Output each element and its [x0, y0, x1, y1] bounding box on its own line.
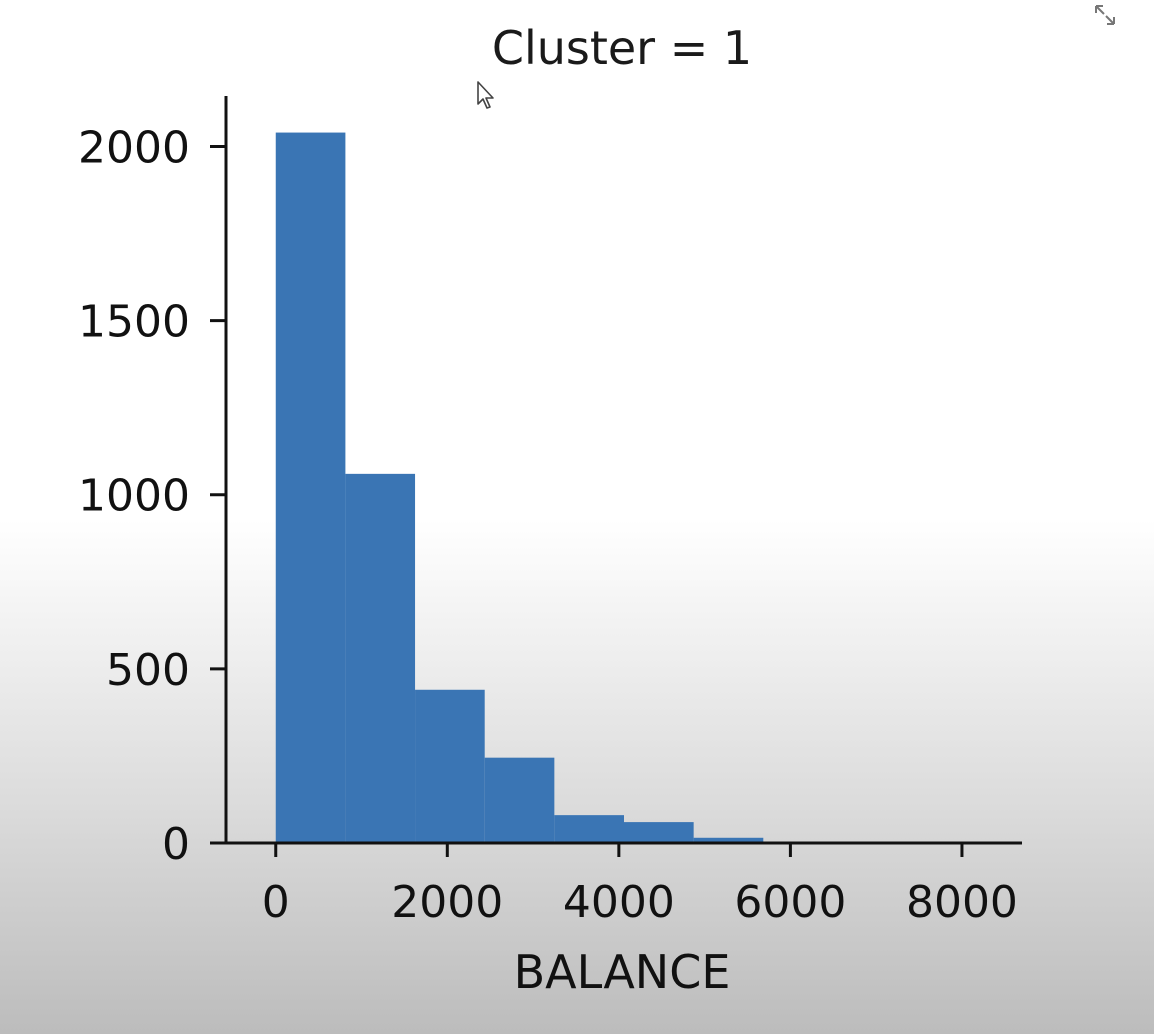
x-tick-label: 2000: [391, 877, 503, 928]
y-tick-label: 1000: [78, 471, 190, 522]
y-tick-label: 0: [162, 819, 190, 870]
x-tick-label: 6000: [734, 877, 846, 928]
bars-group: [275, 132, 973, 844]
axes-group: [210, 96, 1022, 845]
histogram-bar: [484, 757, 555, 843]
y-tick-label: 1500: [78, 297, 190, 348]
x-tick-label: 8000: [906, 877, 1018, 928]
x-axis-label: BALANCE: [514, 945, 731, 999]
y-tick-label: 2000: [78, 122, 190, 173]
expand-arrows-icon[interactable]: [1092, 2, 1118, 28]
histogram-bar: [554, 815, 624, 843]
mouse-pointer-icon: [477, 81, 494, 109]
histogram-bar: [345, 473, 416, 843]
x-tick-label: 4000: [563, 877, 675, 928]
chart-title: Cluster = 1: [492, 21, 752, 75]
y-tick-label: 500: [106, 645, 190, 696]
histogram-bar: [415, 689, 485, 843]
y-ticks-group: 0 500 1000 1500 2000: [78, 122, 226, 870]
histogram-bar: [693, 837, 764, 843]
histogram-bar: [275, 132, 346, 844]
x-tick-label: 0: [262, 877, 290, 928]
x-ticks-group: 0 2000 4000 6000 8000: [262, 843, 1018, 928]
histogram-bar: [624, 822, 694, 843]
